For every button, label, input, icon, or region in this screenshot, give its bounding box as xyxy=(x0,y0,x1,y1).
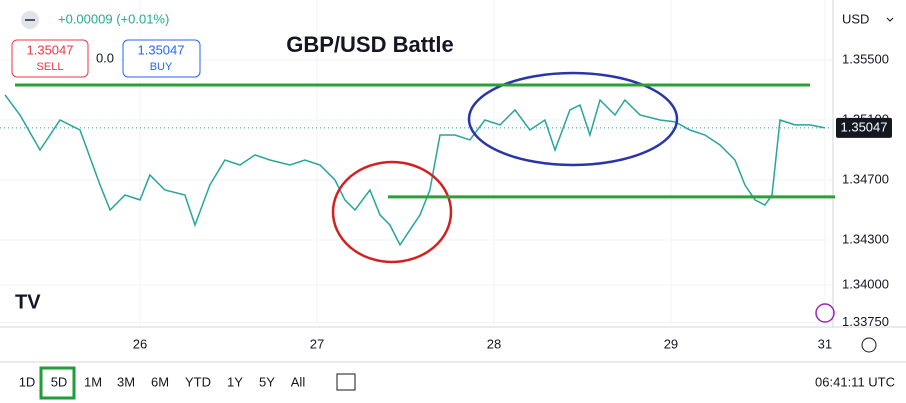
highlight-ellipse xyxy=(467,71,679,167)
plot xyxy=(4,94,826,247)
currency[interactable]: USD xyxy=(842,11,869,26)
icon xyxy=(25,19,35,21)
sell-button[interactable] xyxy=(11,39,89,78)
change: +0.00009 (+0.01%) xyxy=(58,11,169,26)
buy-label: BUY xyxy=(150,61,173,73)
x-tick-label: 31 xyxy=(818,336,832,351)
x-tick-label: 29 xyxy=(664,336,678,351)
icon xyxy=(886,17,894,22)
range-button[interactable]: 6M xyxy=(151,374,169,389)
calendar-icon[interactable] xyxy=(336,373,356,391)
settings-icon[interactable] xyxy=(861,337,877,353)
sell-price: 1.35047 xyxy=(27,42,74,57)
range-button[interactable]: 5D xyxy=(51,374,68,389)
buy-price: 1.35047 xyxy=(138,42,185,57)
grid xyxy=(0,0,832,325)
logo: TV xyxy=(15,291,41,313)
x-tick-label: 28 xyxy=(487,336,501,351)
y-tick-label: 1.34000 xyxy=(842,276,889,291)
range-selected xyxy=(39,366,76,400)
y-tick-label: 1.33750 xyxy=(842,314,889,329)
range-button[interactable]: YTD xyxy=(185,374,211,389)
icon[interactable] xyxy=(815,303,835,323)
range-button[interactable]: 1Y xyxy=(227,374,243,389)
buy-button[interactable] xyxy=(122,39,201,78)
sell-label: SELL xyxy=(37,61,64,73)
range-button[interactable]: 5Y xyxy=(259,374,275,389)
clock: 06:41:11 UTC xyxy=(815,374,895,389)
range-button[interactable]: 1M xyxy=(84,374,102,389)
y-tick-label: 1.34700 xyxy=(842,171,889,186)
price-line xyxy=(4,94,826,247)
spread: 0.0 xyxy=(96,50,114,65)
range-button[interactable]: All xyxy=(291,374,306,389)
y-tick-label: 1.34300 xyxy=(842,231,889,246)
chart-title: GBP/USD Battle xyxy=(286,32,453,57)
last-price-box xyxy=(836,117,892,138)
range-button[interactable]: 1D xyxy=(19,374,36,389)
y-tick-label: 1.35500 xyxy=(842,51,889,66)
range-button[interactable]: 3M xyxy=(117,374,135,389)
x-tick-label: 26 xyxy=(133,336,147,351)
x-tick-label: 27 xyxy=(310,336,324,351)
highlight-ellipse xyxy=(331,160,453,264)
last-price-label: 1.35047 xyxy=(841,119,888,134)
